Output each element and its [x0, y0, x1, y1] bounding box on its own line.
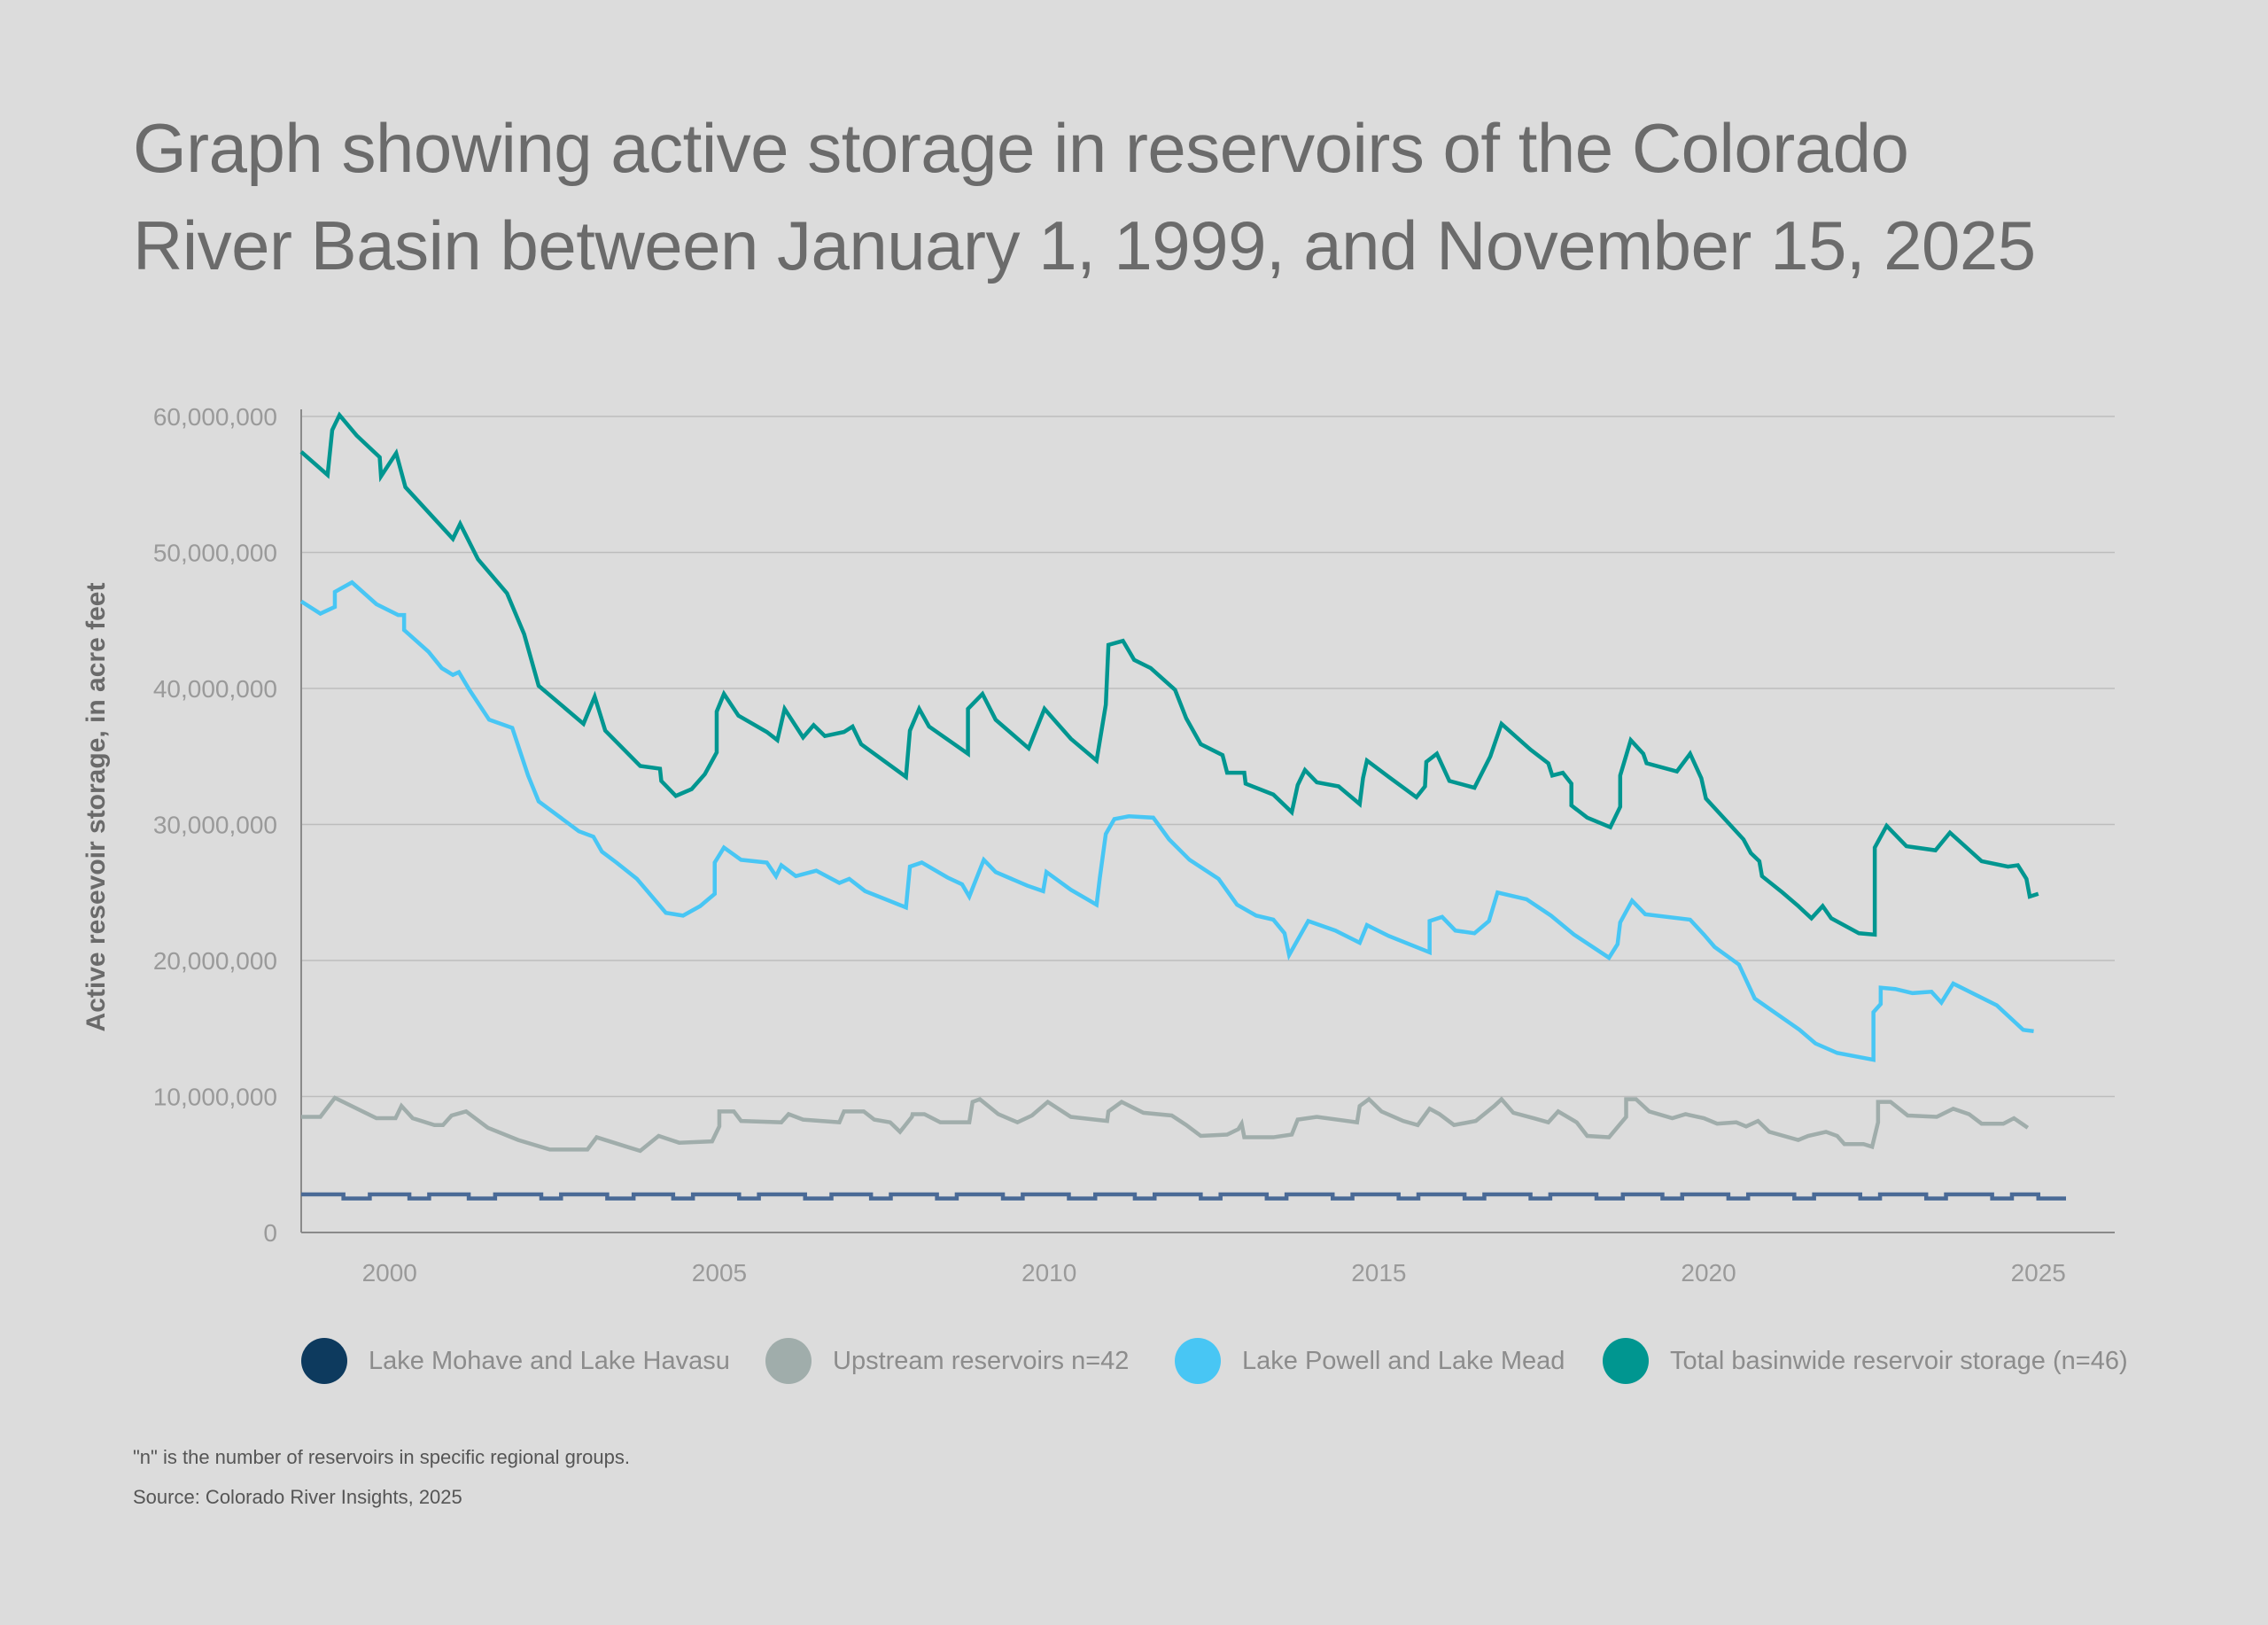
legend-item: Lake Powell and Lake Mead	[1175, 1336, 1565, 1386]
legend: Lake Mohave and Lake Havasu Upstream res…	[0, 1336, 2268, 1386]
legend-label: Lake Mohave and Lake Havasu	[369, 1346, 730, 1375]
x-tick-label: 2000	[362, 1259, 417, 1287]
series-line	[299, 411, 2039, 937]
legend-label: Upstream reservoirs n=42	[833, 1346, 1130, 1375]
legend-swatch	[1175, 1338, 1221, 1384]
y-tick-label: 60,000,000	[153, 403, 277, 431]
x-tick-label: 2025	[2011, 1259, 2066, 1287]
series-line	[301, 1095, 2030, 1154]
series-line	[299, 579, 2034, 1062]
x-tick-label: 2010	[1021, 1259, 1076, 1287]
y-tick-label: 30,000,000	[153, 812, 277, 839]
legend-item: Lake Mohave and Lake Havasu	[301, 1336, 730, 1386]
series-line	[301, 1192, 2067, 1201]
legend-label: Lake Powell and Lake Mead	[1242, 1346, 1565, 1375]
source-note: Source: Colorado River Insights, 2025	[133, 1486, 462, 1508]
x-tick-label: 2005	[692, 1259, 747, 1287]
x-tick-label: 2015	[1351, 1259, 1406, 1287]
y-tick-label: 20,000,000	[153, 947, 277, 975]
y-axis-title: Active resevoir storage, in acre feet	[82, 583, 111, 1032]
footnote: "n" is the number of reservoirs in speci…	[133, 1446, 630, 1468]
y-tick-label: 50,000,000	[153, 540, 277, 567]
legend-item: Total basinwide reservoir storage (n=46)	[1603, 1336, 2128, 1386]
legend-swatch	[1603, 1338, 1649, 1384]
legend-swatch	[301, 1338, 347, 1384]
legend-swatch	[765, 1338, 812, 1384]
chart-title: Graph showing active storage in reservoi…	[133, 99, 2171, 294]
title-line-2: River Basin between January 1, 1999, and…	[133, 206, 2036, 284]
x-tick-label: 2020	[1681, 1259, 1736, 1287]
legend-label: Total basinwide reservoir storage (n=46)	[1670, 1346, 2128, 1375]
title-line-1: Graph showing active storage in reservoi…	[133, 109, 1909, 187]
y-tick-label: 40,000,000	[153, 675, 277, 703]
legend-item: Upstream reservoirs n=42	[765, 1336, 1129, 1386]
y-tick-label: 10,000,000	[153, 1084, 277, 1111]
y-tick-label: 0	[263, 1219, 277, 1247]
